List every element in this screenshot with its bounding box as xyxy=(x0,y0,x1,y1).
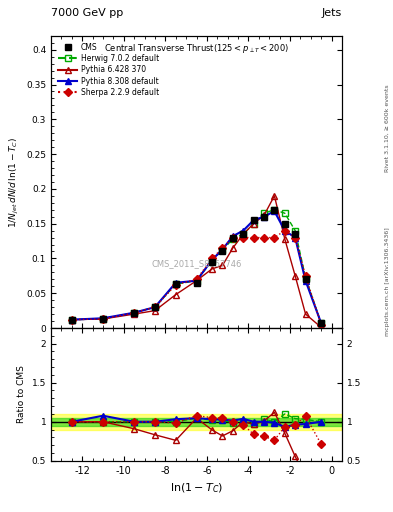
Y-axis label: Ratio to CMS: Ratio to CMS xyxy=(17,366,26,423)
Bar xyxy=(51,418,342,425)
Text: Central Transverse Thrust$(125 < p_{\perp T} < 200)$: Central Transverse Thrust$(125 < p_{\per… xyxy=(104,41,289,55)
Text: Jets: Jets xyxy=(321,8,342,18)
Text: Rivet 3.1.10, ≥ 600k events: Rivet 3.1.10, ≥ 600k events xyxy=(385,84,389,172)
Text: CMS_2011_S8957746: CMS_2011_S8957746 xyxy=(151,259,242,268)
Text: 7000 GeV pp: 7000 GeV pp xyxy=(51,8,123,18)
Text: mcplots.cern.ch [arXiv:1306.3436]: mcplots.cern.ch [arXiv:1306.3436] xyxy=(385,227,389,336)
Y-axis label: $1/N_{jet}\,dN/d\,\ln(1-T_C)$: $1/N_{jet}\,dN/d\,\ln(1-T_C)$ xyxy=(7,136,20,227)
X-axis label: $\ln(1-T_C)$: $\ln(1-T_C)$ xyxy=(170,481,223,495)
Bar xyxy=(51,414,342,430)
Legend: CMS, Herwig 7.0.2 default, Pythia 6.428 370, Pythia 8.308 default, Sherpa 2.2.9 : CMS, Herwig 7.0.2 default, Pythia 6.428 … xyxy=(55,39,162,100)
